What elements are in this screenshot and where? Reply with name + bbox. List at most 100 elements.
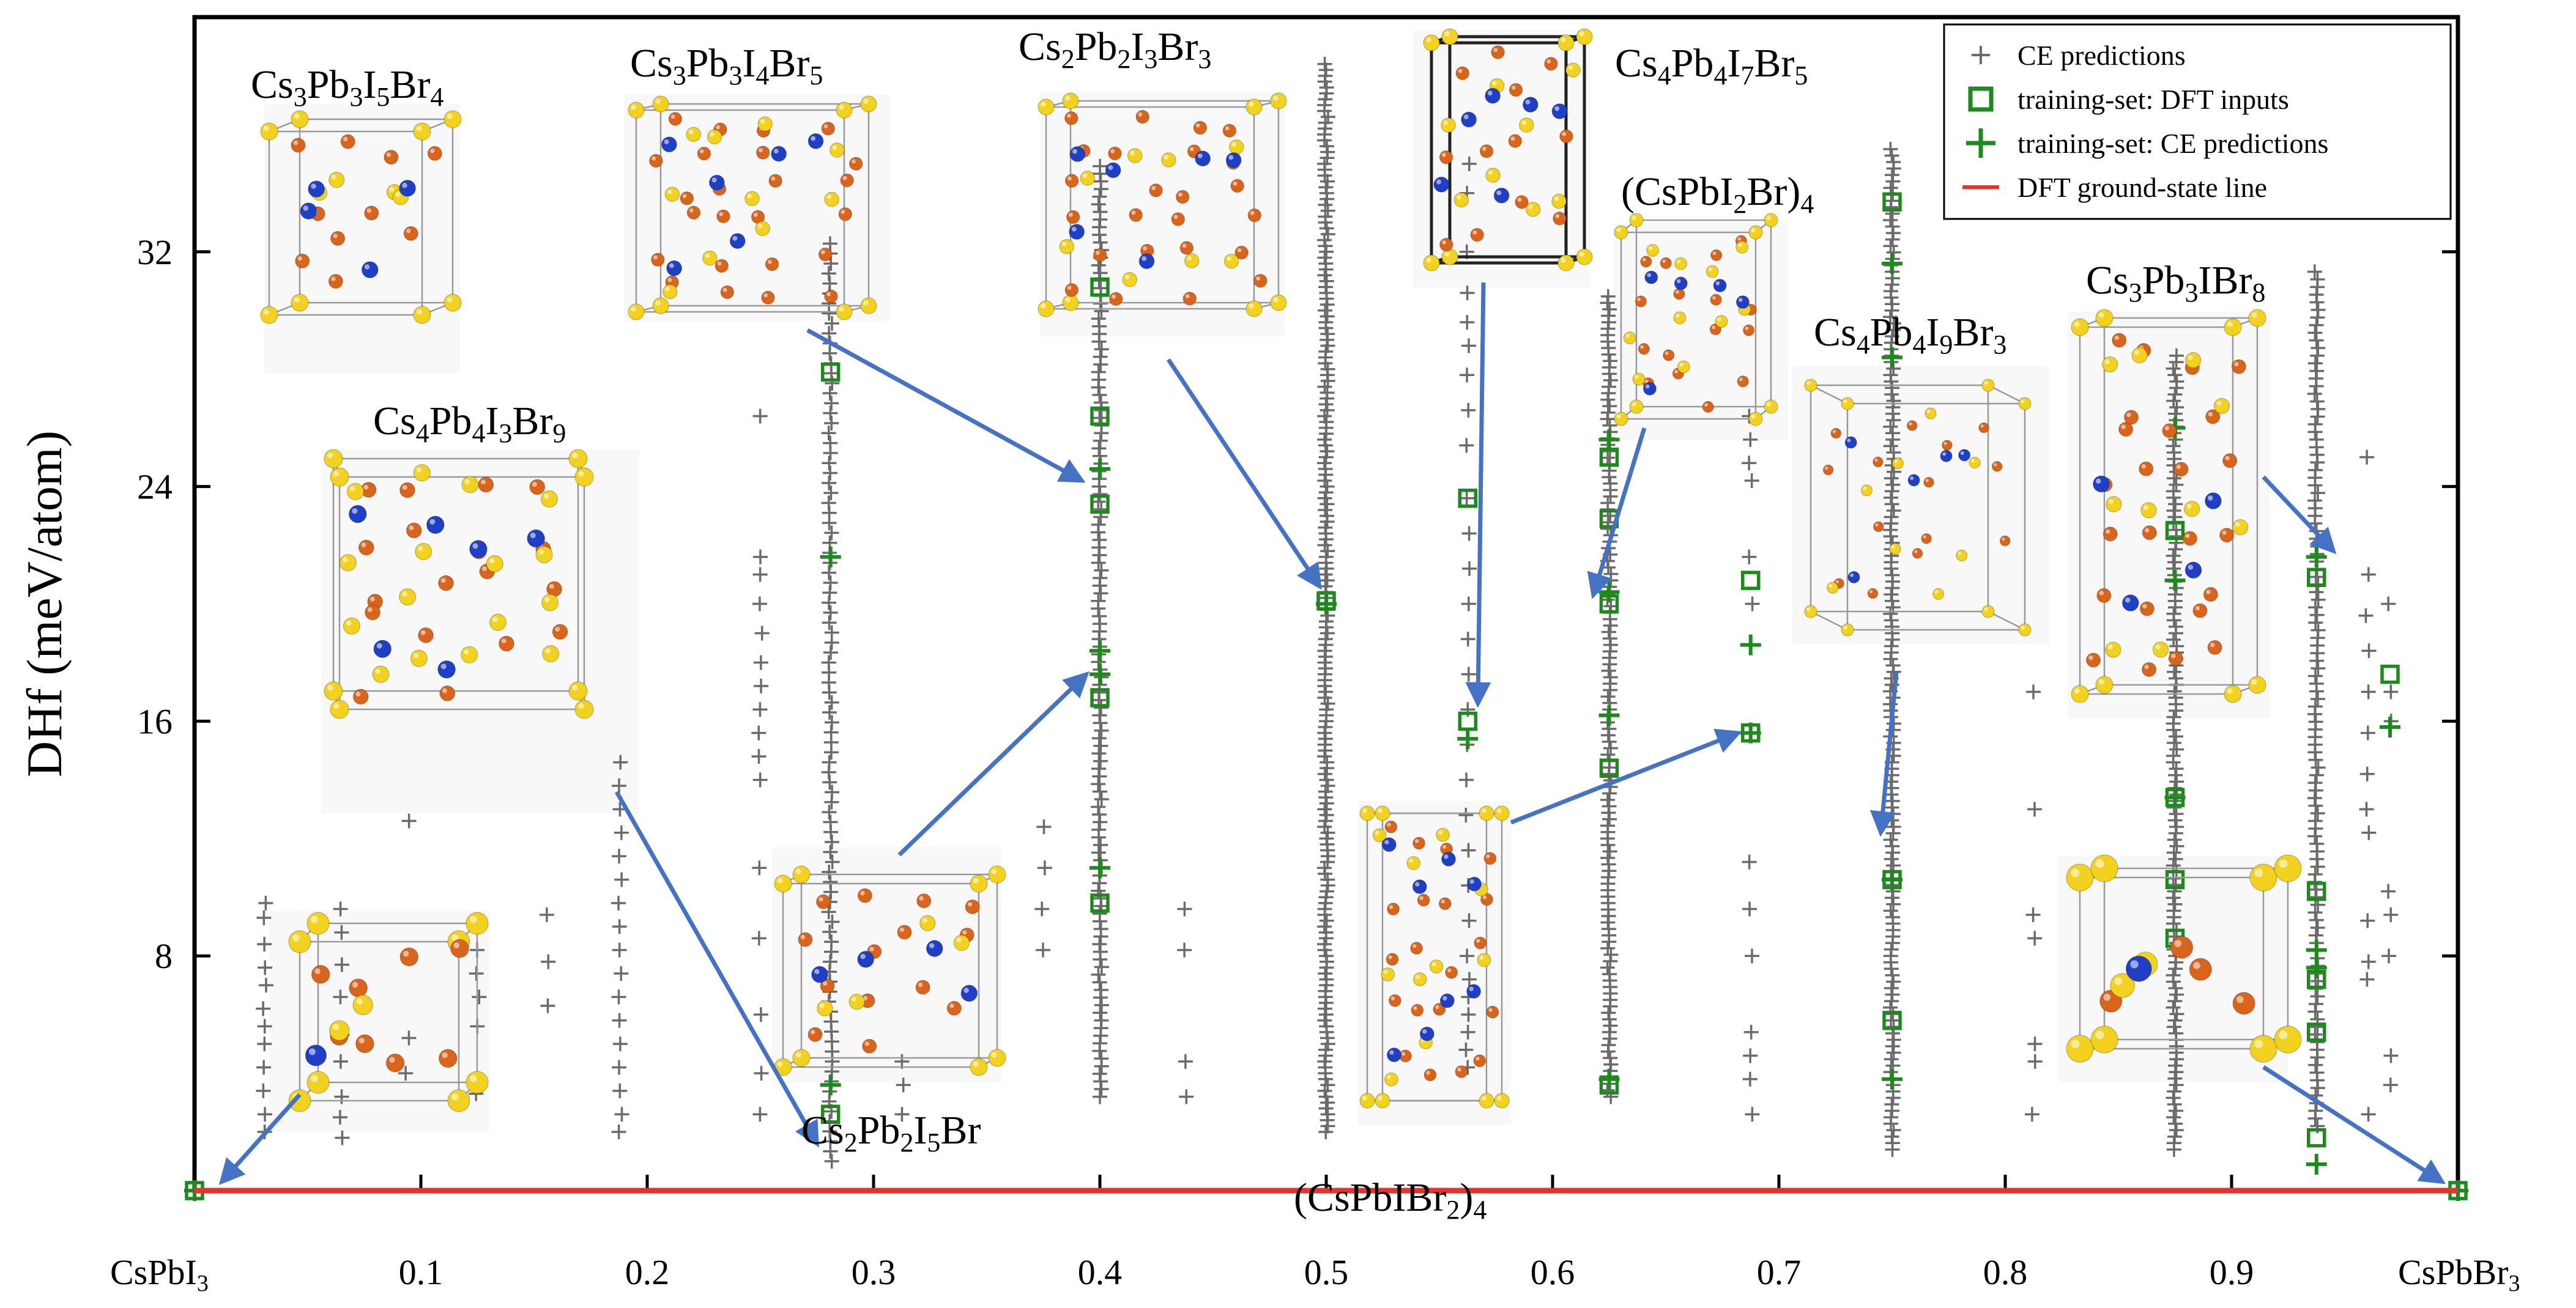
pb-atom xyxy=(2207,640,2222,655)
pb-atom xyxy=(340,134,355,149)
corner-atom xyxy=(1981,605,1995,618)
atom-highlight xyxy=(1579,251,1584,257)
subscript: 5 xyxy=(376,82,390,112)
halide-atom xyxy=(1565,62,1581,78)
ce-prediction-point xyxy=(1091,807,1107,822)
formula-part: 0.3 xyxy=(852,1252,896,1292)
formula-part: CsPbBr xyxy=(2398,1252,2509,1292)
ce-prediction-point xyxy=(2381,948,2397,964)
cs-atom xyxy=(1381,837,1397,852)
atom-highlight xyxy=(1479,955,1484,960)
ce-prediction-point xyxy=(612,778,627,793)
atom-highlight xyxy=(406,229,411,234)
atom-highlight xyxy=(2098,312,2104,318)
corner-atom xyxy=(1375,805,1390,821)
atom-highlight xyxy=(2164,426,2170,430)
corner-atom xyxy=(324,681,343,701)
dft-input-square xyxy=(2307,881,2326,901)
structure-label-s7: Cs3Pb3IBr8 xyxy=(2086,258,2265,308)
atom-highlight xyxy=(310,1074,318,1082)
halide-atom xyxy=(399,588,417,606)
atom-highlight xyxy=(711,177,717,183)
atom-highlight xyxy=(1067,176,1072,181)
atom-highlight xyxy=(2186,503,2192,509)
atom-highlight xyxy=(1069,212,1073,217)
atom-highlight xyxy=(2071,868,2080,878)
ce-prediction-point xyxy=(1460,948,1475,964)
ce-prediction-point xyxy=(1886,445,1901,460)
pb-atom xyxy=(1182,291,1197,306)
ce-prediction-point xyxy=(821,266,836,281)
atom-highlight xyxy=(664,139,669,144)
atom-highlight xyxy=(1443,120,1449,125)
ce-prediction-point xyxy=(1884,942,1899,957)
ce-prediction-point xyxy=(1886,819,1901,835)
ce-prediction-point xyxy=(2027,1054,2043,1069)
atom-highlight xyxy=(430,149,435,153)
ce-prediction-point xyxy=(2166,903,2181,918)
corner-atom xyxy=(1062,92,1079,109)
cs-atom xyxy=(1907,474,1920,487)
unit-cell xyxy=(2071,309,2266,703)
atom-highlight xyxy=(361,542,366,548)
atom-highlight xyxy=(2074,688,2080,694)
cs-atom xyxy=(729,233,746,249)
atom-highlight xyxy=(1362,808,1367,813)
atom-highlight xyxy=(1766,402,1771,407)
cs-atom xyxy=(661,136,677,153)
pb-atom xyxy=(680,191,694,205)
atom-highlight xyxy=(2099,591,2104,596)
atom-highlight xyxy=(549,584,554,589)
ce-prediction-point xyxy=(541,954,556,969)
atom-highlight xyxy=(464,649,469,655)
atom-highlight xyxy=(1875,523,1879,527)
pb-atom xyxy=(2170,936,2194,959)
subscript: 4 xyxy=(472,418,485,448)
atom-highlight xyxy=(263,125,269,131)
atom-highlight xyxy=(469,915,477,923)
corner-atom xyxy=(1245,98,1263,116)
pb-atom xyxy=(2231,359,2246,374)
corner-atom xyxy=(260,122,278,141)
atom-highlight xyxy=(2121,424,2126,429)
atom-highlight xyxy=(1832,430,1836,434)
atom-highlight xyxy=(2107,645,2113,650)
ce-prediction-point xyxy=(2311,661,2326,676)
corner-atom xyxy=(1764,399,1778,414)
atom-highlight xyxy=(722,287,727,292)
atom-highlight xyxy=(367,607,373,613)
atom-highlight xyxy=(1843,626,1847,630)
annotation-arrow xyxy=(1587,427,1647,599)
pb-atom xyxy=(1175,190,1190,204)
corner-atom xyxy=(2018,623,2032,637)
atom-highlight xyxy=(1249,102,1254,107)
training-ce-plus xyxy=(1882,869,1902,890)
atom-highlight xyxy=(1486,854,1490,859)
cs-atom xyxy=(2125,955,2152,982)
pb-atom xyxy=(1439,237,1453,252)
atom-highlight xyxy=(1488,170,1493,176)
corner-atom xyxy=(1479,1093,1494,1109)
training-ce-plus xyxy=(820,546,841,567)
atom-highlight xyxy=(1647,273,1652,278)
atom-highlight xyxy=(1806,607,1811,612)
subscript: 3 xyxy=(1993,330,2006,360)
ce-prediction-point xyxy=(2307,325,2323,341)
atom-highlight xyxy=(2208,412,2213,417)
ce-prediction-point xyxy=(1745,596,1760,612)
cs-atom xyxy=(1485,87,1501,104)
corner-atom xyxy=(988,865,1006,884)
atom-highlight xyxy=(481,479,486,485)
pb-atom xyxy=(2139,461,2154,476)
pb-atom xyxy=(1873,456,1884,468)
ce-prediction-point xyxy=(258,978,273,993)
subscript: 4 xyxy=(1857,330,1870,360)
pb-atom xyxy=(2141,662,2157,677)
atom-highlight xyxy=(2074,321,2080,327)
ce-prediction-point xyxy=(1884,1129,1899,1144)
ce-prediction-point xyxy=(472,989,487,1005)
formula-part: Cs xyxy=(801,1108,844,1153)
pb-atom xyxy=(1553,211,1567,226)
pb-atom xyxy=(1129,208,1143,222)
atom-highlight xyxy=(1923,535,1926,539)
